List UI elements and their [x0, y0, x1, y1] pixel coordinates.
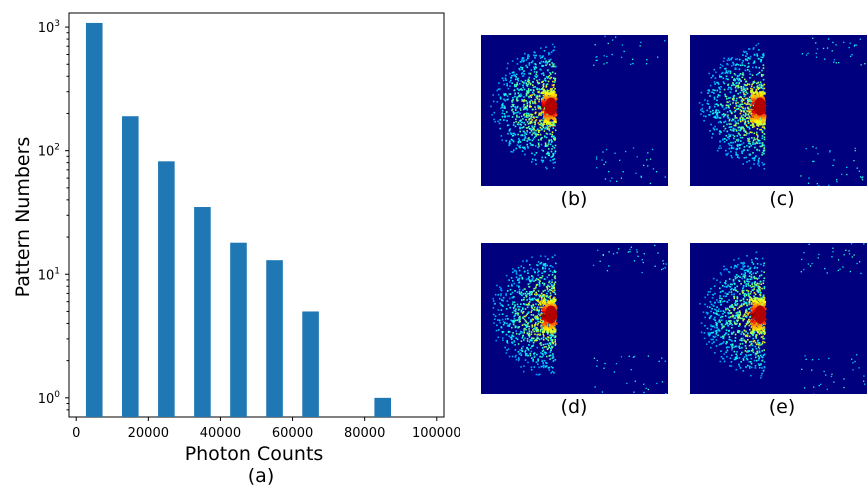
x-tick-label: 20000 — [128, 426, 169, 441]
bar-7 — [374, 397, 391, 417]
bar-6 — [302, 311, 319, 417]
x-axis-label: Photon Counts — [185, 443, 324, 465]
panel-caption-d: (d) — [560, 396, 588, 418]
x-tick-label: 0 — [72, 426, 80, 441]
bar-3 — [194, 207, 211, 417]
y-tick-label: 101 — [38, 266, 60, 283]
x-tick-label: 80000 — [344, 426, 385, 441]
speckle-layer — [490, 35, 666, 185]
histogram-chart: 0 20000 40000 60000 80000 100000 100 101 102 103… — [12, 12, 460, 485]
bar-2 — [158, 161, 175, 417]
diffraction-pattern-e — [690, 243, 867, 394]
bar-0 — [85, 22, 103, 417]
y-axis-label: Pattern Numbers — [12, 137, 34, 298]
panel-caption-c: (c) — [769, 188, 795, 210]
x-tick-label: 100000 — [412, 426, 460, 441]
pattern-canvas — [690, 243, 867, 394]
panel-caption-e: (e) — [768, 396, 796, 418]
speckle-layer — [492, 244, 667, 394]
diffraction-pattern-d — [481, 243, 668, 394]
panel-caption-b: (b) — [560, 188, 588, 210]
speckle-layer — [698, 37, 866, 186]
diffraction-pattern-b — [481, 35, 668, 186]
y-axis-ticks: 100 101 102 103 — [38, 19, 69, 411]
x-axis-ticks: 0 20000 40000 60000 80000 100000 — [72, 417, 460, 441]
y-tick-label: 103 — [38, 19, 60, 36]
y-tick-label: 102 — [38, 143, 60, 160]
speckle-layer — [699, 243, 866, 394]
x-tick-label: 60000 — [272, 426, 313, 441]
y-tick-label: 100 — [38, 390, 61, 407]
pattern-canvas — [481, 35, 668, 186]
bar-4 — [230, 242, 247, 417]
bar-series — [85, 22, 391, 417]
bar-5 — [266, 260, 283, 417]
pattern-canvas — [481, 243, 668, 394]
pattern-canvas — [690, 35, 867, 186]
bar-1 — [122, 116, 139, 417]
diffraction-pattern-c — [690, 35, 867, 186]
x-tick-label: 40000 — [200, 426, 241, 441]
panel-caption-a: (a) — [248, 465, 274, 485]
